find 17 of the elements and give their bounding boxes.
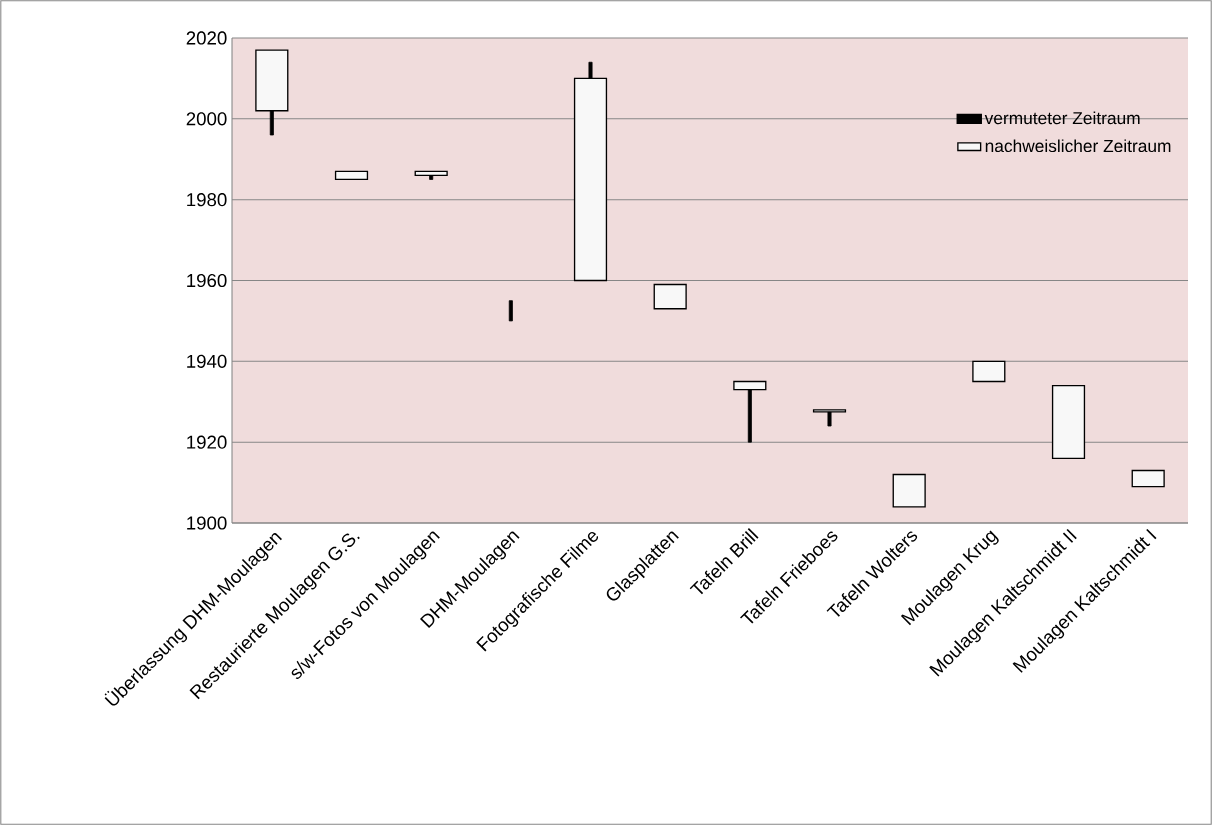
legend-label: vermuteter Zeitraum [984, 111, 1140, 125]
y-tick-label: 1940 [187, 354, 227, 368]
y-tick-label: 1900 [187, 516, 227, 530]
bar [1131, 469, 1165, 488]
bar [414, 170, 448, 177]
y-tick-label: 1960 [187, 273, 227, 288]
bar [653, 283, 687, 310]
bar [892, 473, 926, 508]
y-tick-label: 1920 [187, 435, 227, 449]
y-tick-label: 2000 [186, 112, 227, 126]
bar [334, 170, 369, 181]
bar [972, 360, 1006, 383]
bar [508, 300, 513, 322]
bar [1051, 384, 1086, 459]
y-tick-label: 1980 [187, 193, 227, 207]
legend-label: nachweislicher Zeitraum [985, 139, 1171, 153]
y-tick-label: 2020 [186, 31, 227, 45]
